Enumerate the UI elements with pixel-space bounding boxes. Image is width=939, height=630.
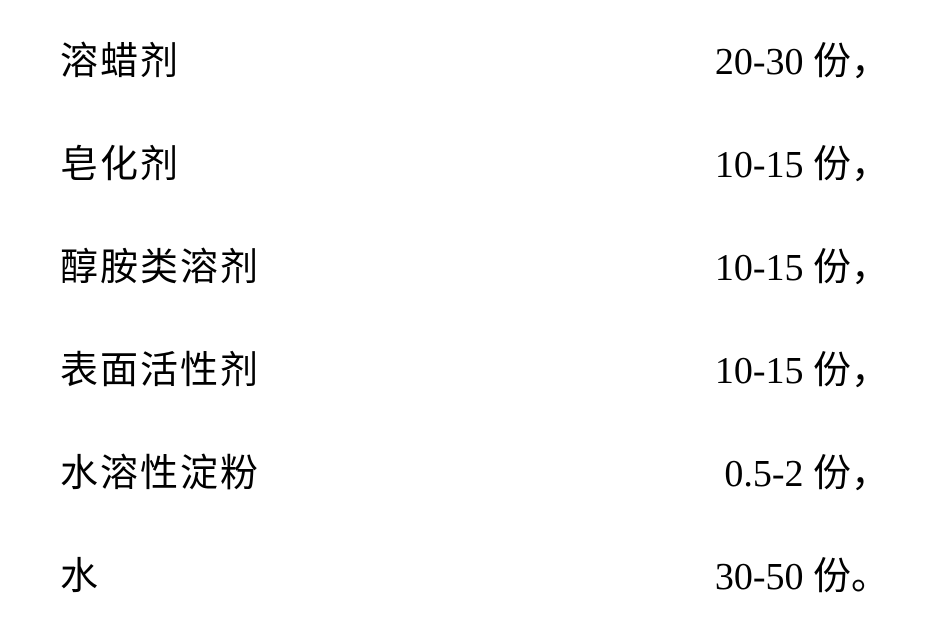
table-row: 水 30-50 份。 xyxy=(60,545,889,600)
ingredient-value: 10-15 份， xyxy=(649,236,889,291)
table-row: 表面活性剂 10-15 份， xyxy=(60,339,889,394)
ingredient-label: 水 xyxy=(60,545,100,600)
ingredient-table: 溶蜡剂 20-30 份， 皂化剂 10-15 份， 醇胺类溶剂 10-15 份，… xyxy=(0,0,939,630)
ingredient-value: 0.5-2 份， xyxy=(649,442,889,497)
table-row: 溶蜡剂 20-30 份， xyxy=(60,30,889,85)
table-row: 皂化剂 10-15 份， xyxy=(60,133,889,188)
ingredient-label: 皂化剂 xyxy=(60,133,180,188)
ingredient-value: 30-50 份。 xyxy=(649,545,889,600)
ingredient-value: 10-15 份， xyxy=(649,339,889,394)
table-row: 水溶性淀粉 0.5-2 份， xyxy=(60,442,889,497)
ingredient-label: 表面活性剂 xyxy=(60,339,260,394)
ingredient-value: 10-15 份， xyxy=(649,133,889,188)
ingredient-label: 溶蜡剂 xyxy=(60,30,180,85)
table-row: 醇胺类溶剂 10-15 份， xyxy=(60,236,889,291)
ingredient-value: 20-30 份， xyxy=(649,30,889,85)
ingredient-label: 醇胺类溶剂 xyxy=(60,236,260,291)
ingredient-label: 水溶性淀粉 xyxy=(60,442,260,497)
